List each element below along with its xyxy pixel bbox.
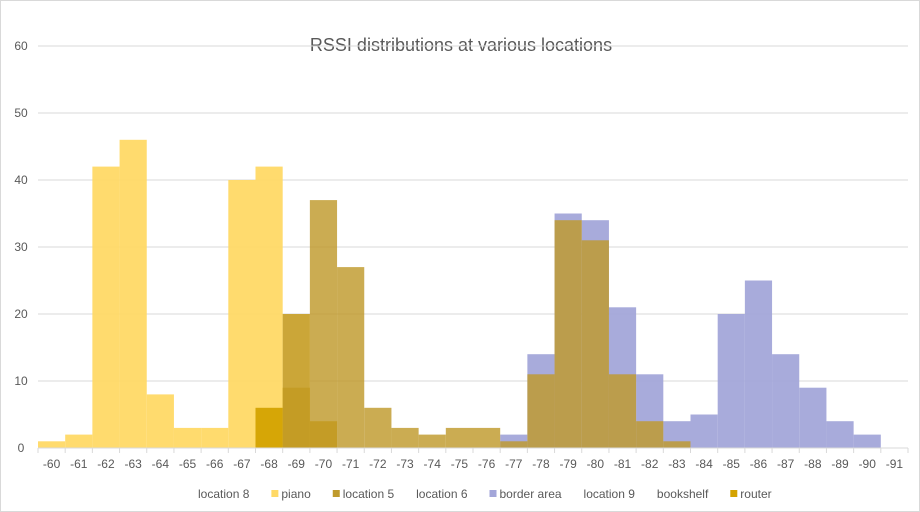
x-tick-label: -79 [559,457,577,471]
x-tick-label: -60 [43,457,61,471]
bar-border-area--84 [690,414,718,448]
legend: location 8 piano location 5 location 6 borde… [198,487,772,501]
bar-piano--63 [119,139,147,449]
bar-router--68 [255,407,283,448]
x-tick-label: -64 [152,457,170,471]
x-tick-label: -85 [723,457,741,471]
y-axis: 0 10 20 30 40 50 60 [14,39,28,455]
bar-piano--65 [173,427,202,448]
y-tick-label: 0 [18,441,25,455]
y-tick-label: 60 [14,39,28,53]
bar-location-5--72 [364,407,392,448]
legend-label-location-5: location 5 [343,487,395,501]
x-tick-label: -83 [668,457,686,471]
x-tick-label: -75 [451,457,469,471]
y-tick-label: 30 [14,240,28,254]
bar-piano--62 [92,166,120,448]
x-tick-label: -63 [124,457,142,471]
bar-location-5--79 [554,220,582,448]
legend-label-location-8: location 8 [198,487,250,501]
bar-location-5--78 [527,374,555,448]
x-tick-label: -61 [70,457,88,471]
x-tick-label: -89 [831,457,849,471]
x-tick-label: -74 [424,457,442,471]
y-tick-label: 20 [14,307,28,321]
x-tick-label: -80 [587,457,605,471]
bar-border-area--85 [717,314,745,448]
bar-piano--67 [228,180,256,448]
legend-label-router: router [740,487,771,501]
x-tick-label: -67 [233,457,251,471]
bar-location-5--69 [282,314,310,448]
x-tick-label: -76 [478,457,496,471]
y-tick-label: 50 [14,106,28,120]
chart-title: RSSI distributions at various locations [310,35,612,55]
x-tick-label: -68 [260,457,278,471]
legend-swatch-location-5 [332,490,340,497]
y-tick-label: 40 [14,173,28,187]
bar-piano--66 [201,427,229,448]
bar-border-area--87 [772,354,800,448]
x-tick-label: -91 [886,457,904,471]
bar-border-area--89 [826,421,854,448]
bar-piano--60 [38,441,66,448]
legend-label-location-9: location 9 [584,487,636,501]
legend-label-piano: piano [281,487,311,501]
x-tick-label: -84 [695,457,713,471]
bar-border-area--88 [799,387,827,448]
x-tick-label: -78 [532,457,550,471]
x-tick-label: -82 [641,457,659,471]
bar-location-5--81 [608,374,637,448]
x-tick-label: -87 [777,457,795,471]
legend-swatch-piano [271,490,279,497]
bar-location-5--74 [418,434,446,448]
bar-location-5--82 [636,421,664,448]
bar-location-5--83 [663,441,691,448]
x-tick-label: -77 [505,457,523,471]
x-tick-label: -71 [342,457,360,471]
legend-label-border-area: border area [500,487,562,501]
bar-location-5--70 [309,200,338,448]
legend-swatch-border-area [489,490,497,497]
legend-swatch-router [730,490,738,497]
y-tick-label: 10 [14,374,28,388]
bar-location-5--75 [445,427,473,448]
x-tick-label: -81 [614,457,632,471]
bar-piano--61 [65,434,93,448]
bar-location-5--71 [337,267,365,448]
x-axis: -60 -61 -62 -63 -64 -65 -66 -67 -68 -69 -70 -71 -72-… [37,447,909,471]
bar-location-5--73 [391,427,419,448]
bars [38,139,881,449]
x-tick-label: -90 [859,457,877,471]
x-tick-label: -66 [206,457,224,471]
x-tick-label: -65 [179,457,197,471]
bar-location-5--76 [473,427,501,448]
bar-border-area--86 [744,280,773,448]
x-tick-label: -88 [804,457,822,471]
x-tick-label: -69 [288,457,306,471]
x-tick-label: -72 [369,457,387,471]
x-tick-label: -86 [750,457,768,471]
x-tick-label: -73 [396,457,414,471]
x-tick-label: -70 [315,457,333,471]
bar-piano--68 [255,166,283,448]
gridlines [38,45,908,449]
bar-location-5--77 [500,441,528,448]
bar-location-5--80 [581,240,609,448]
legend-label-location-6: location 6 [416,487,468,501]
legend-label-bookshelf: bookshelf [657,487,709,501]
bar-piano--64 [146,394,174,448]
x-tick-label: -62 [97,457,115,471]
bar-border-area--90 [853,434,881,448]
